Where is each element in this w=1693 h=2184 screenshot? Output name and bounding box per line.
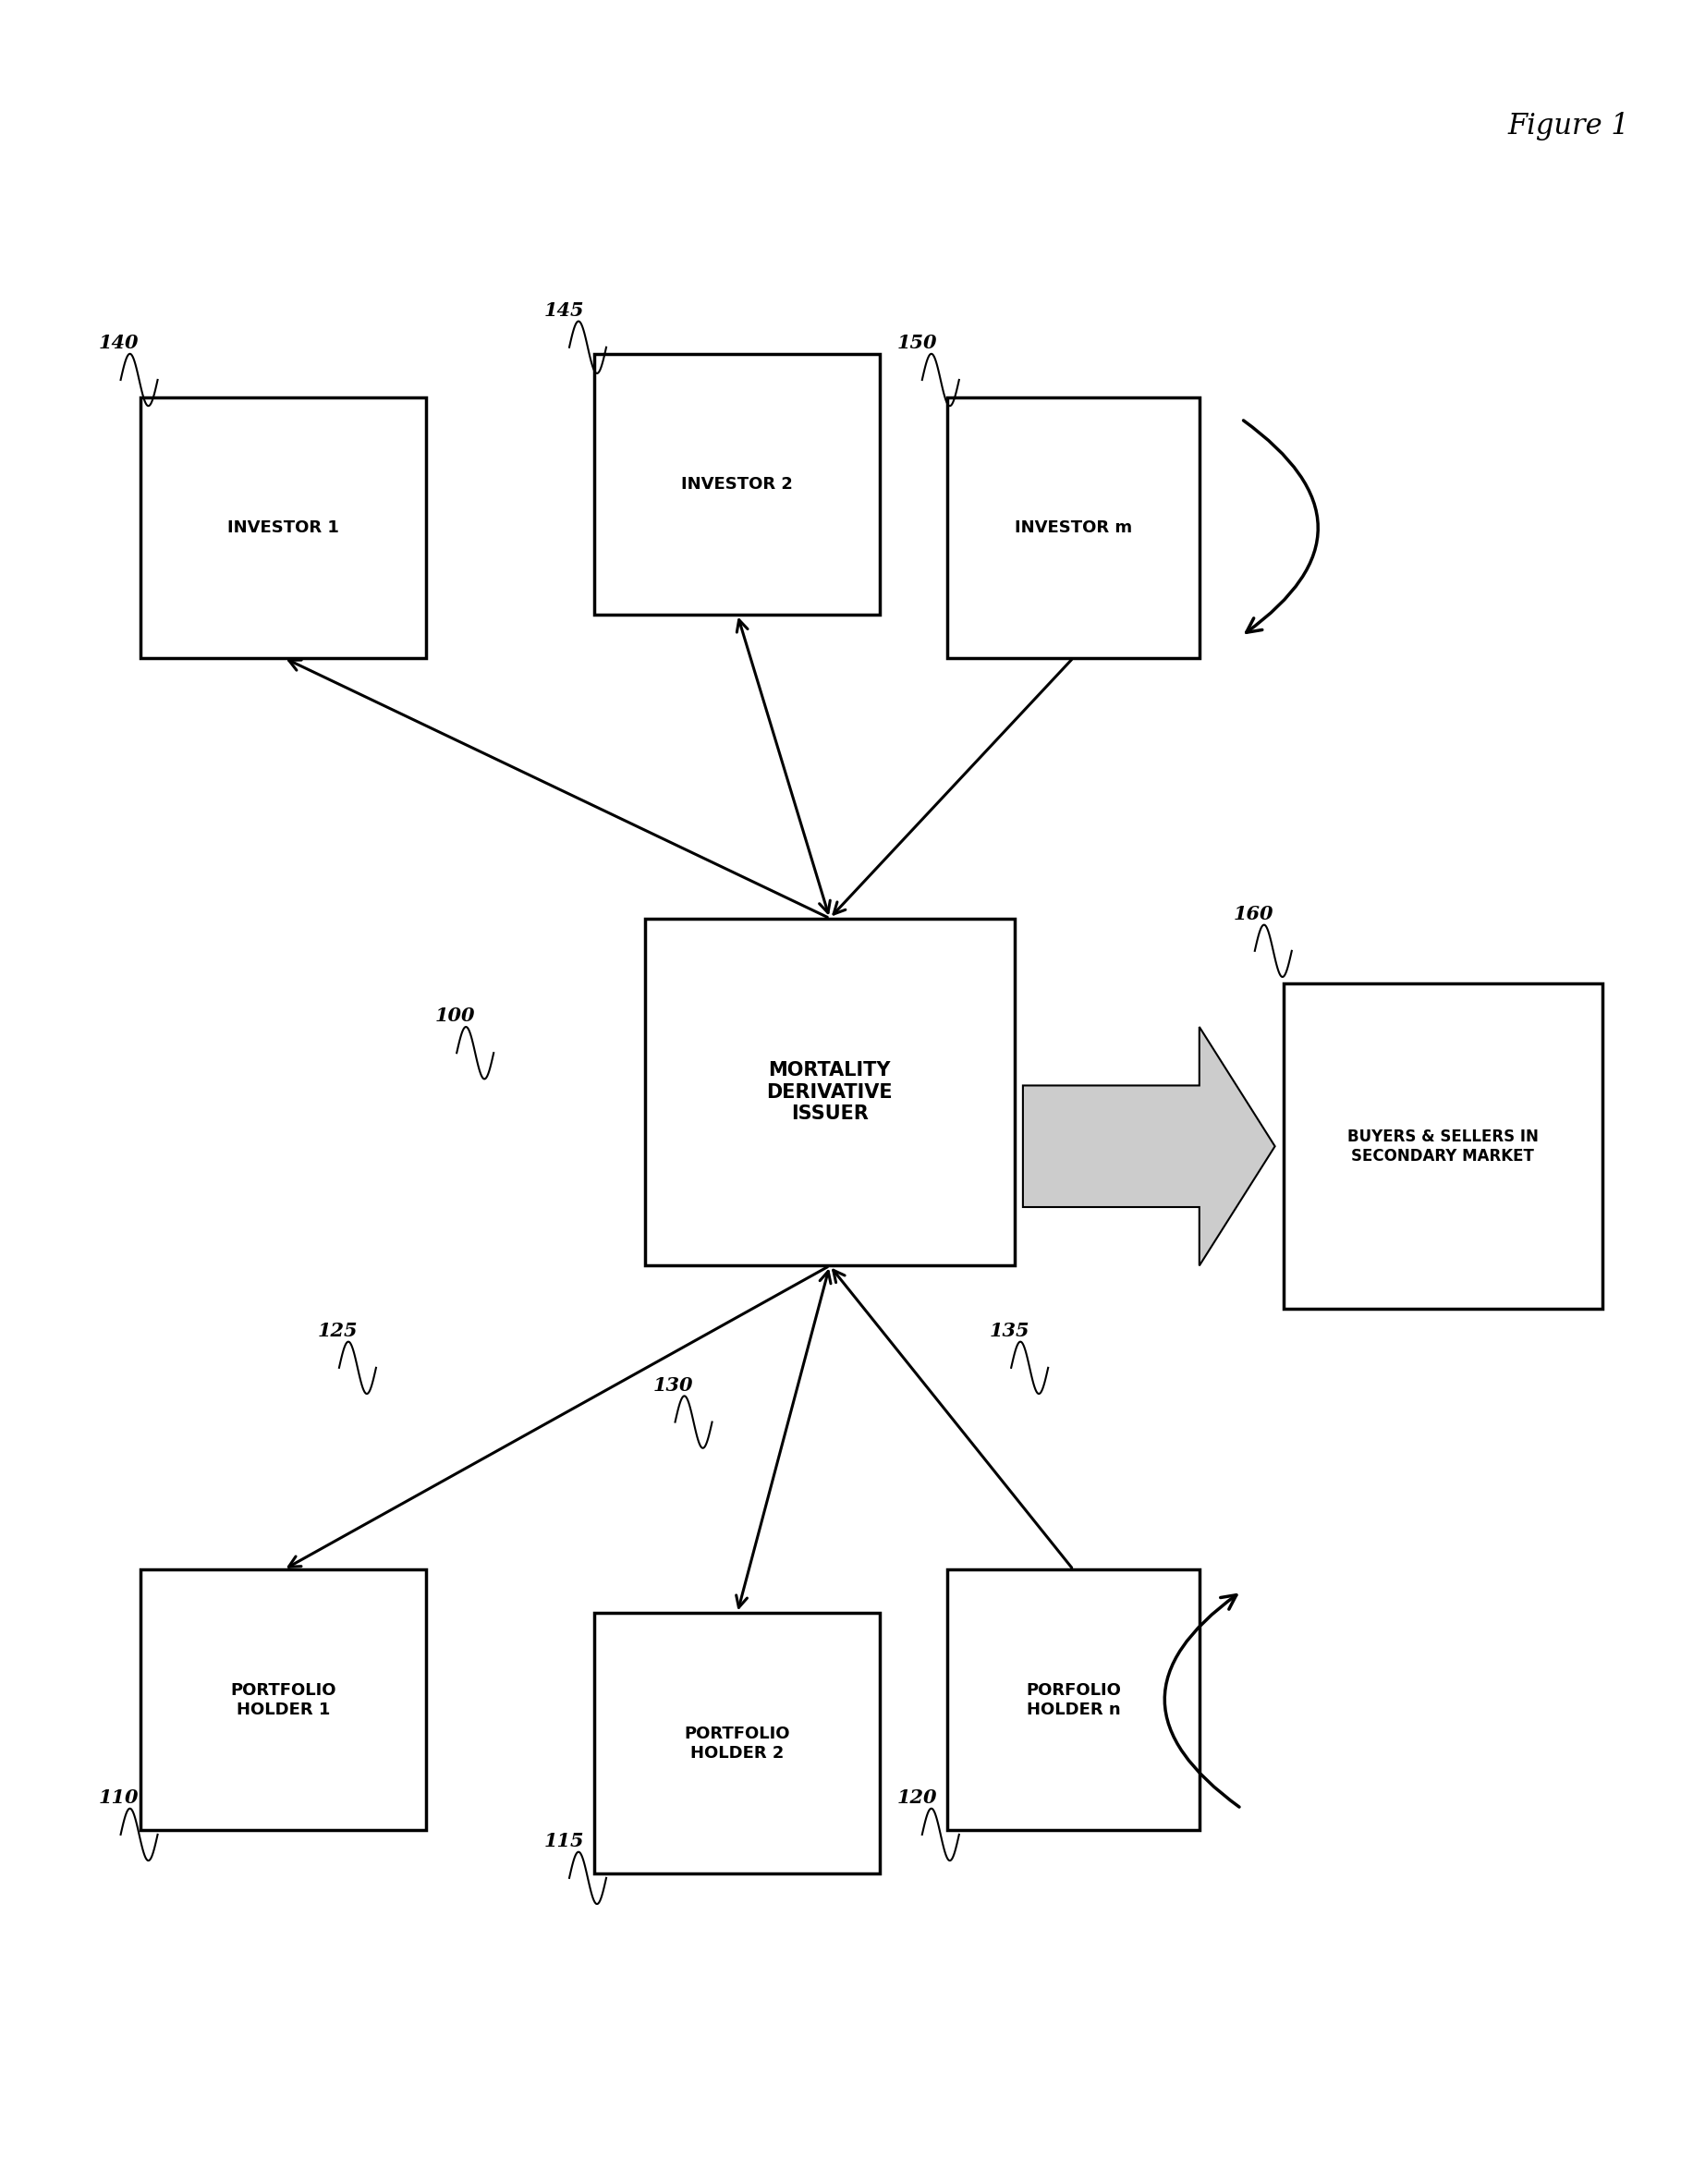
Text: INVESTOR m: INVESTOR m [1014,520,1133,535]
Text: 120: 120 [897,1789,938,1806]
Text: 100: 100 [435,1007,476,1024]
FancyBboxPatch shape [141,397,427,657]
Text: 145: 145 [543,301,584,319]
Text: 125: 125 [317,1321,357,1341]
Polygon shape [1023,1026,1275,1267]
FancyBboxPatch shape [141,1570,427,1830]
Text: 110: 110 [98,1789,139,1806]
FancyArrowPatch shape [1243,422,1319,633]
Text: Figure 1: Figure 1 [1508,111,1630,140]
Text: 135: 135 [989,1321,1029,1341]
Text: MORTALITY
DERIVATIVE
ISSUER: MORTALITY DERIVATIVE ISSUER [767,1061,892,1123]
FancyBboxPatch shape [645,917,1014,1267]
FancyBboxPatch shape [594,1614,880,1874]
FancyArrowPatch shape [1165,1594,1239,1806]
Text: 140: 140 [98,334,139,352]
Text: BUYERS & SELLERS IN
SECONDARY MARKET: BUYERS & SELLERS IN SECONDARY MARKET [1348,1129,1539,1164]
Text: 160: 160 [1233,904,1273,924]
Text: PORFOLIO
HOLDER n: PORFOLIO HOLDER n [1026,1682,1121,1719]
Text: INVESTOR 1: INVESTOR 1 [229,520,340,535]
Text: PORTFOLIO
HOLDER 1: PORTFOLIO HOLDER 1 [230,1682,337,1719]
Text: 150: 150 [897,334,938,352]
FancyBboxPatch shape [948,1570,1199,1830]
FancyBboxPatch shape [1283,983,1603,1308]
FancyBboxPatch shape [948,397,1199,657]
FancyBboxPatch shape [594,354,880,614]
Text: PORTFOLIO
HOLDER 2: PORTFOLIO HOLDER 2 [684,1725,791,1760]
Text: 115: 115 [543,1832,584,1850]
Text: INVESTOR 2: INVESTOR 2 [682,476,792,491]
Text: 130: 130 [653,1376,694,1393]
